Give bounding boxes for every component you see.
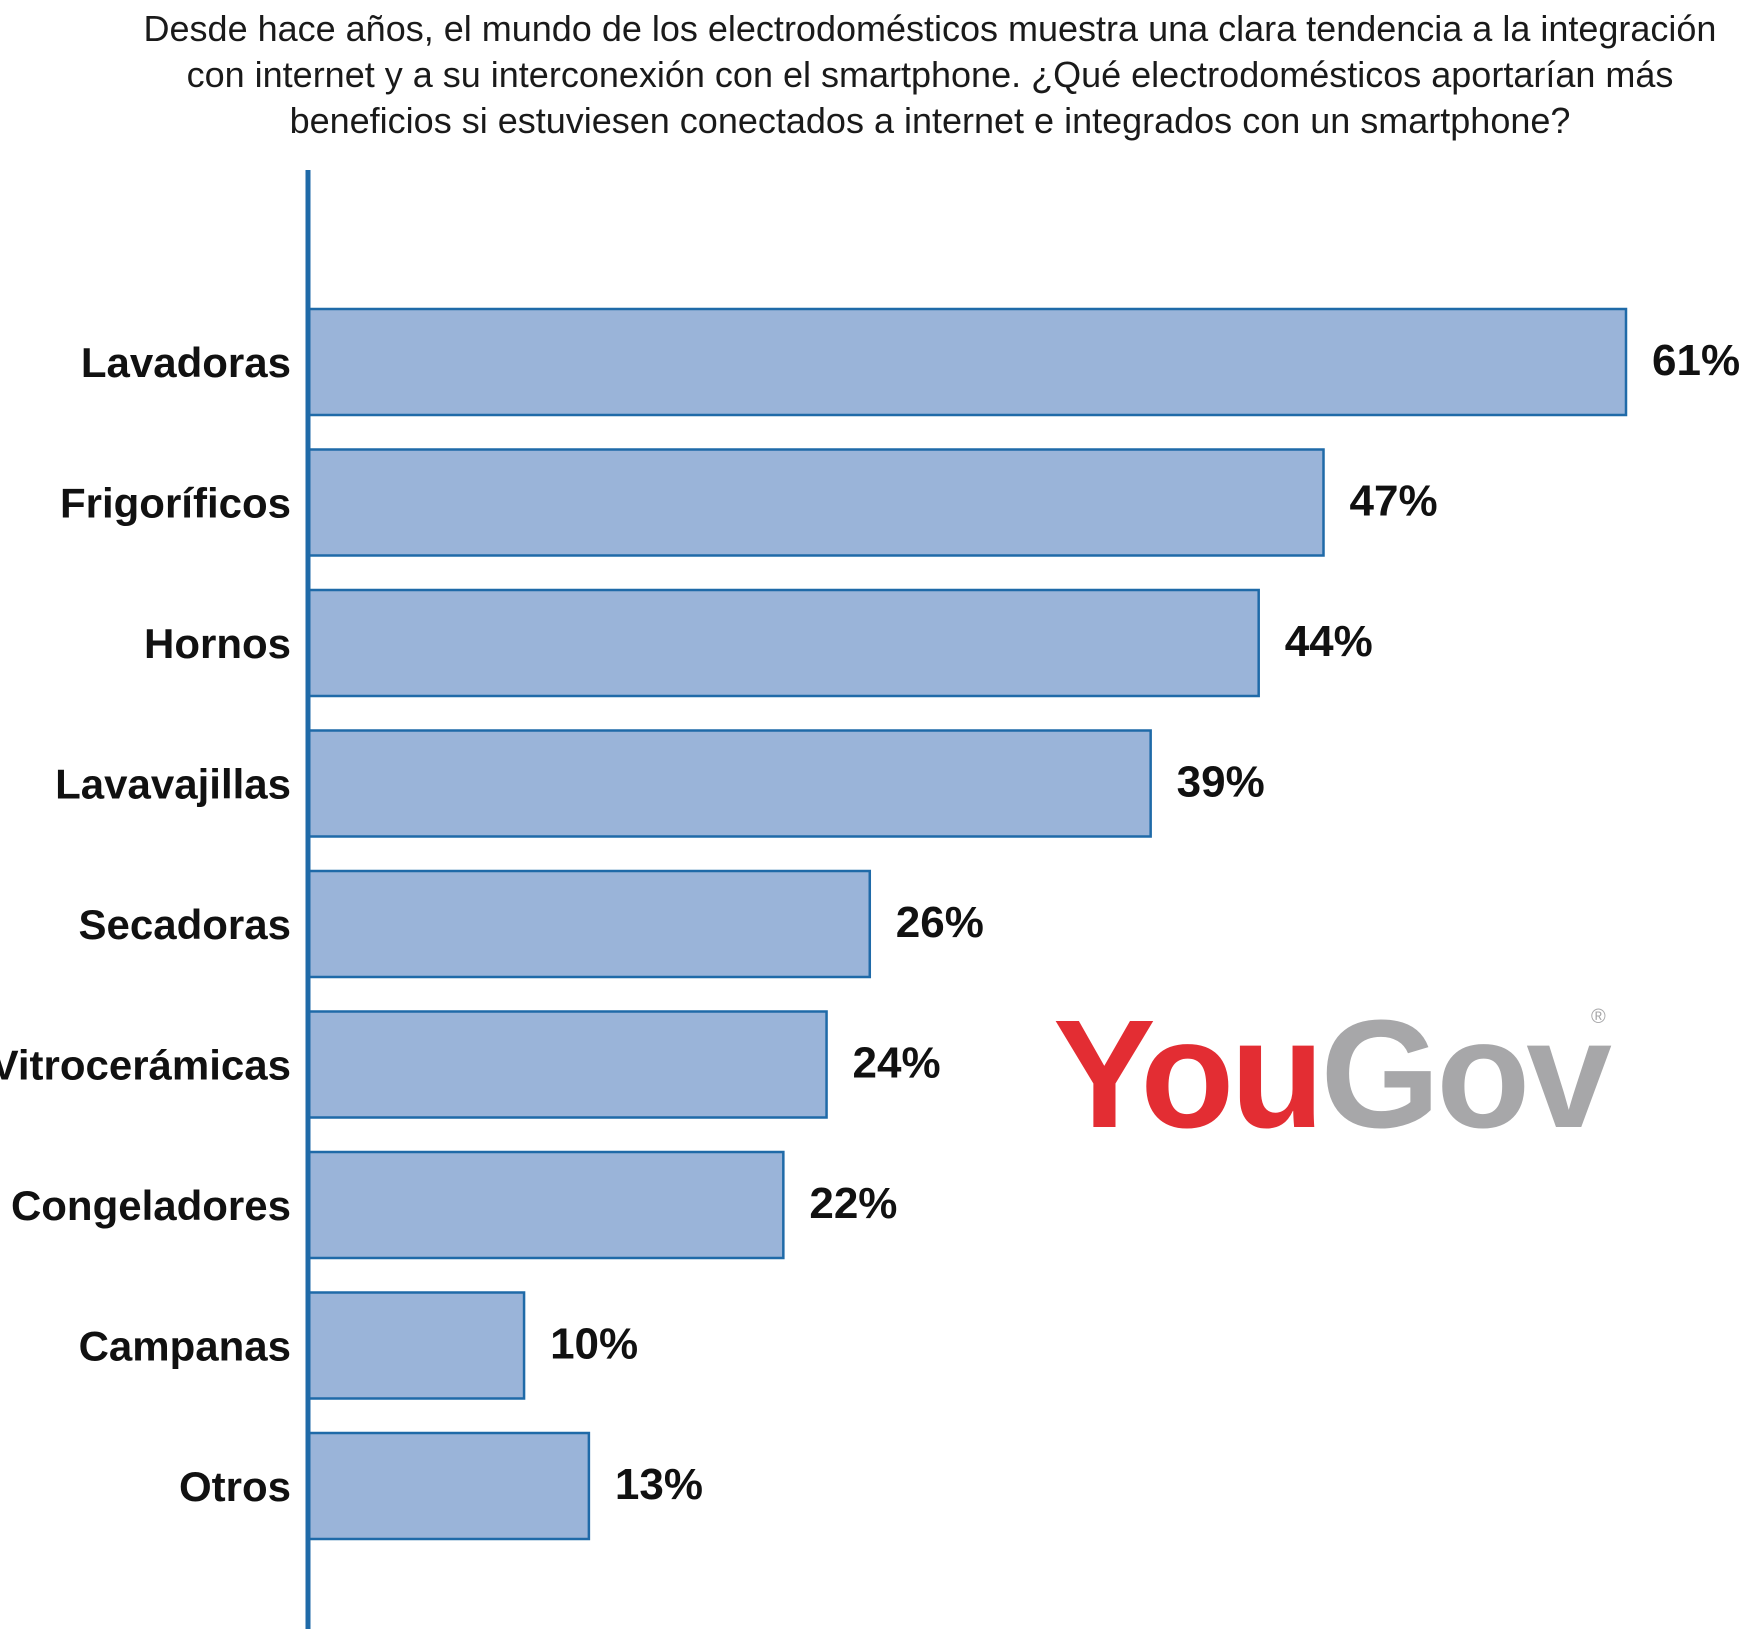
category-label: Congeladores [11, 1182, 291, 1229]
bars-group: Lavadoras 61% Frigoríficos 47% Hornos 44% Lava… [0, 307, 1740, 1541]
value-label: 47% [1350, 477, 1438, 526]
value-label: 24% [853, 1039, 941, 1088]
registered-mark: ® [1591, 1006, 1606, 1028]
category-label: Campanas [79, 1323, 291, 1370]
chart-title: Desde hace años, el mundo de los electro… [100, 6, 1760, 144]
svg-text:YouGov: YouGov [1053, 995, 1611, 1145]
category-label: Hornos [144, 620, 291, 667]
category-label: Lavavajillas [55, 761, 291, 808]
value-label: 26% [896, 898, 984, 947]
logo-gov-text: Gov [1320, 995, 1611, 1145]
value-label: 61% [1652, 336, 1740, 385]
category-label: Frigoríficos [60, 480, 291, 527]
logo-you-text: You [1053, 995, 1320, 1145]
category-label: Secadoras [79, 901, 291, 948]
bar-frigoríficos [306, 448, 1325, 557]
bar-campanas [306, 1291, 526, 1400]
title-line: Desde hace años, el mundo de los electro… [143, 8, 1717, 49]
bar-vitrocerámicas [306, 1010, 828, 1119]
value-label: 10% [550, 1320, 638, 1369]
bar-hornos [306, 588, 1260, 698]
bar-otros [306, 1431, 591, 1541]
value-label: 39% [1177, 758, 1265, 807]
bar-lavadoras [306, 307, 1628, 417]
bar-secadoras [306, 869, 872, 979]
value-label: 22% [809, 1179, 897, 1228]
category-label: Vitrocerámicas [0, 1042, 291, 1089]
title-line: con internet y a su interconexión con el… [186, 54, 1674, 95]
value-label: 44% [1285, 617, 1373, 666]
title-line: beneficios si estuviesen conectados a in… [289, 100, 1571, 141]
category-label: Lavadoras [81, 339, 291, 386]
bar-lavavajillas [306, 729, 1152, 838]
yougov-logo: YouGov ® [1053, 995, 1613, 1145]
category-label: Otros [179, 1463, 291, 1510]
bar-congeladores [306, 1150, 785, 1260]
value-label: 13% [615, 1460, 703, 1509]
